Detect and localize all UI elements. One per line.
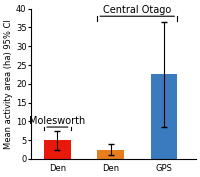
Bar bbox=[44, 140, 71, 159]
Text: Molesworth: Molesworth bbox=[29, 116, 85, 125]
Text: Central Otago: Central Otago bbox=[103, 5, 171, 15]
Y-axis label: Mean activity area (ha) 95% CI: Mean activity area (ha) 95% CI bbox=[4, 19, 13, 149]
Bar bbox=[151, 75, 177, 159]
Bar bbox=[97, 150, 124, 159]
